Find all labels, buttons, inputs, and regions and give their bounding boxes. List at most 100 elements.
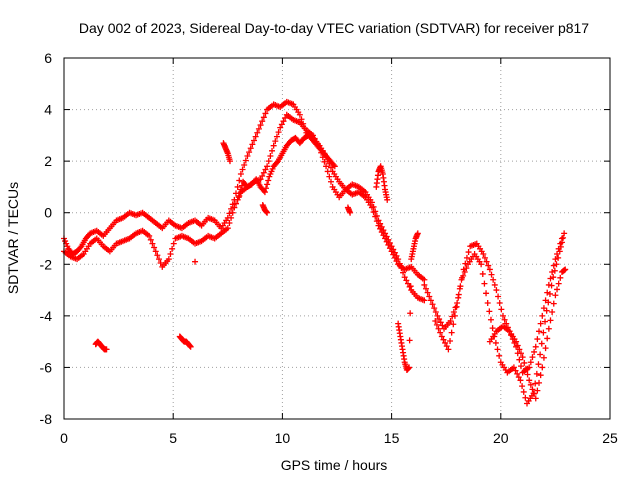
data-point — [448, 329, 455, 336]
data-point — [490, 276, 497, 283]
data-point — [456, 285, 463, 292]
data-point — [531, 348, 538, 355]
data-point — [151, 244, 158, 251]
data-point — [169, 245, 176, 252]
data-point — [540, 305, 547, 312]
data-point — [401, 274, 408, 281]
data-point — [262, 166, 269, 173]
data-point — [224, 225, 231, 232]
data-point — [494, 346, 501, 353]
data-point — [375, 217, 382, 224]
data-point — [260, 114, 267, 121]
data-point — [496, 352, 503, 359]
data-point — [486, 308, 493, 315]
data-point — [514, 350, 521, 357]
data-point — [231, 204, 238, 211]
data-point — [557, 240, 564, 247]
data-point — [152, 248, 159, 255]
data-point — [252, 133, 259, 140]
data-point — [347, 209, 354, 216]
data-point — [383, 233, 390, 240]
data-point — [514, 370, 521, 377]
data-point — [437, 319, 444, 326]
data-point — [421, 276, 428, 283]
data-point — [554, 250, 561, 257]
data-point — [537, 351, 544, 358]
data-point — [519, 383, 526, 390]
data-point — [558, 235, 565, 242]
data-point — [228, 214, 235, 221]
data-point — [395, 256, 402, 263]
data-point — [236, 190, 243, 197]
data-point — [516, 346, 523, 353]
data-point — [492, 339, 499, 346]
data-point — [481, 280, 488, 287]
data-point — [103, 346, 110, 353]
data-point — [519, 354, 526, 361]
data-point — [451, 312, 458, 319]
data-point — [436, 316, 443, 323]
y-tick-label: -2 — [40, 256, 53, 272]
data-point — [246, 149, 253, 156]
data-point — [485, 262, 492, 269]
y-tick-label: 4 — [44, 102, 52, 118]
data-point — [483, 290, 490, 297]
y-tick-label: -6 — [40, 359, 53, 375]
data-point — [228, 205, 235, 212]
data-point — [244, 152, 251, 159]
data-point — [512, 367, 519, 374]
data-point — [242, 157, 249, 164]
data-point — [481, 254, 488, 261]
data-point — [553, 261, 560, 268]
data-point — [391, 249, 398, 256]
data-point — [555, 254, 562, 261]
data-point — [537, 320, 544, 327]
data-point — [236, 177, 243, 184]
data-point — [278, 121, 285, 128]
data-point — [527, 359, 534, 366]
data-point — [267, 152, 274, 159]
data-point — [390, 246, 397, 253]
data-point — [503, 320, 510, 327]
data-point — [461, 269, 468, 276]
x-tick-label: 0 — [60, 430, 68, 446]
data-point — [517, 377, 524, 384]
data-point — [526, 377, 533, 384]
data-point — [187, 343, 194, 350]
y-tick-label: 0 — [44, 205, 52, 221]
data-point — [542, 345, 549, 352]
data-point — [270, 142, 277, 149]
data-point — [147, 236, 154, 243]
data-point — [226, 158, 233, 165]
data-point — [264, 181, 271, 188]
data-point — [232, 200, 239, 207]
data-point — [237, 171, 244, 178]
data-point — [486, 266, 493, 273]
data-point — [324, 168, 331, 175]
data-point — [447, 318, 454, 325]
data-point — [480, 250, 487, 257]
data-point — [323, 163, 330, 170]
data-point — [386, 240, 393, 247]
data-point — [491, 281, 498, 288]
data-point — [263, 185, 270, 192]
data-point — [534, 387, 541, 394]
data-point — [154, 252, 161, 259]
data-point — [530, 390, 537, 397]
data-point — [280, 118, 287, 125]
x-axis-label: GPS time / hours — [281, 457, 388, 473]
data-point — [511, 339, 518, 346]
data-point — [264, 163, 271, 170]
data-point — [533, 370, 540, 377]
data-point — [407, 310, 414, 317]
data-point — [509, 336, 516, 343]
data-point — [561, 230, 568, 237]
data-point — [493, 287, 500, 294]
data-point — [513, 343, 520, 350]
data-point — [453, 303, 460, 310]
data-point — [549, 308, 556, 315]
data-point — [545, 325, 552, 332]
data-point — [384, 196, 391, 203]
data-point — [421, 281, 428, 288]
